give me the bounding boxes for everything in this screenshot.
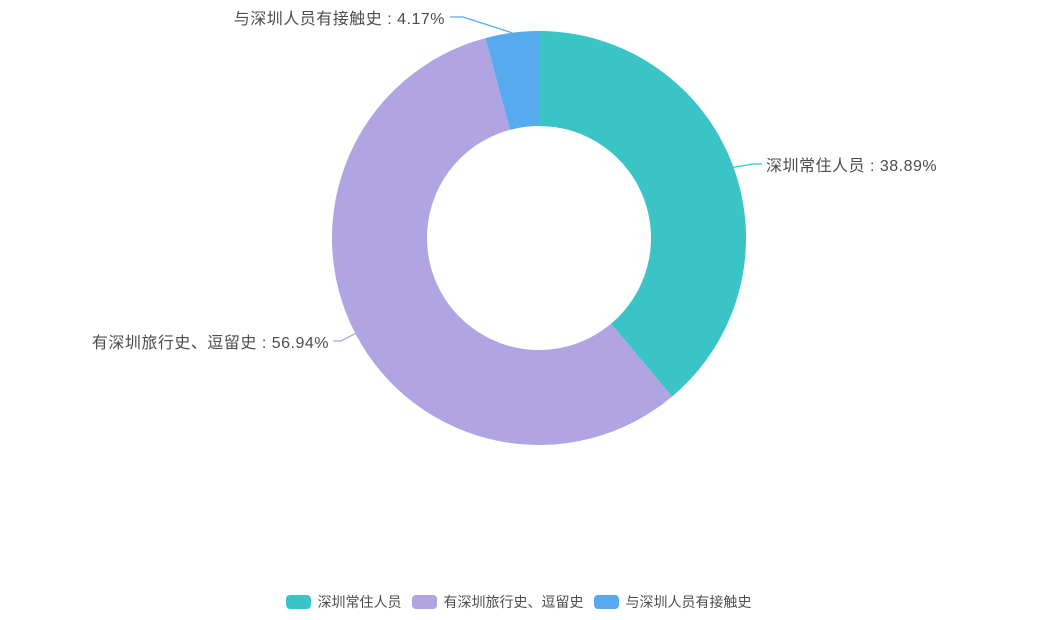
legend-item-travel-stay-history[interactable]: 有深圳旅行史、逗留史 xyxy=(411,592,584,612)
legend-swatch-blue xyxy=(593,595,619,609)
legend-label: 与深圳人员有接触史 xyxy=(625,594,752,610)
legend-item-shenzhen-resident[interactable]: 深圳常住人员 xyxy=(285,592,402,612)
pie-slice-0[interactable] xyxy=(539,31,746,397)
callout-label-shenzhen-resident: 深圳常住人员 : 38.89% xyxy=(766,158,938,175)
callout-label-travel-stay-history: 有深圳旅行史、逗留史 : 56.94% xyxy=(91,335,329,352)
legend: 深圳常住人员 有深圳旅行史、逗留史 与深圳人员有接触史 xyxy=(0,592,1037,612)
leader-line-1 xyxy=(333,333,356,342)
callout-label-contact-history: 与深圳人员有接触史 : 4.17% xyxy=(233,11,445,28)
leader-line-2 xyxy=(450,16,513,34)
pie-slice-1[interactable] xyxy=(331,38,673,446)
legend-label: 有深圳旅行史、逗留史 xyxy=(443,594,584,610)
legend-item-contact-history[interactable]: 与深圳人员有接触史 xyxy=(593,592,752,612)
pie-slice-2[interactable] xyxy=(485,31,539,130)
legend-swatch-purple xyxy=(411,595,437,609)
legend-swatch-teal xyxy=(285,595,311,609)
leader-line-0 xyxy=(733,163,762,168)
legend-label: 深圳常住人员 xyxy=(317,594,402,610)
